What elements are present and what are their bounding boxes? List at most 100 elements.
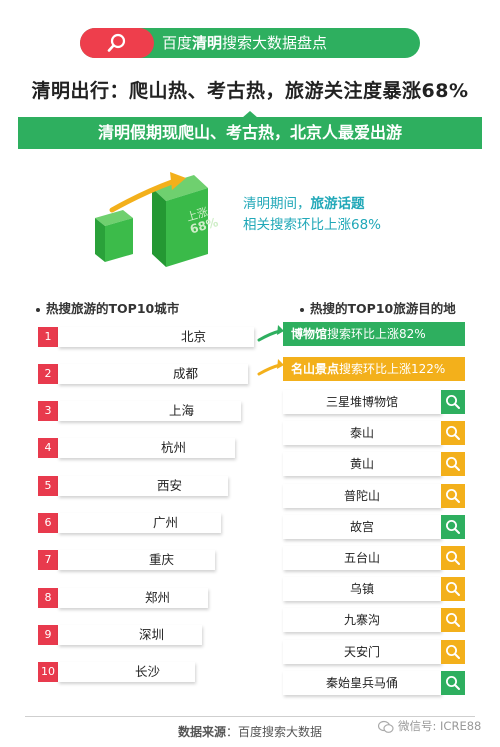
wechat-watermark: 微信号: ICRE88 <box>378 716 481 736</box>
destination-search-button[interactable] <box>441 390 465 414</box>
wechat-icon <box>378 720 394 733</box>
search-icon <box>446 489 460 503</box>
destination-row: 黄山 <box>283 452 465 476</box>
destination-box <box>283 515 441 539</box>
destination-box <box>283 608 441 632</box>
destination-search-button[interactable] <box>441 640 465 664</box>
destination-name: 五台山 <box>343 551 380 565</box>
destination-name: 黄山 <box>349 457 374 471</box>
category-growth: 搜索环比上涨122% <box>339 362 446 376</box>
destination-search-button[interactable] <box>441 671 465 695</box>
search-icon <box>446 457 460 471</box>
destination-search-button[interactable] <box>441 452 465 476</box>
data-source: 数据来源：百度搜索大数据 <box>0 723 500 740</box>
wechat-id: 微信号: ICRE88 <box>398 719 482 733</box>
destination-row: 秦始皇兵马俑 <box>283 671 465 695</box>
illustration-caption: 清明期间，旅游话题 相关搜索环比上涨68% <box>243 194 381 236</box>
destination-name: 天安门 <box>343 645 380 659</box>
top-cities-title-text: 热搜旅游的TOP10城市 <box>46 301 180 316</box>
category-growth: 搜索环比上涨82% <box>327 327 426 341</box>
city-row: 9 深圳 <box>38 625 218 645</box>
destination-name: 秦始皇兵马俑 <box>325 676 398 690</box>
destination-box <box>283 484 441 508</box>
destination-box <box>283 640 441 664</box>
rank-bar <box>58 625 202 645</box>
rank-bar <box>58 327 254 347</box>
bullet-dot <box>300 307 304 312</box>
search-icon <box>446 645 460 659</box>
destination-name: 三星堆博物馆 <box>325 395 398 409</box>
city-row: 4 杭州 <box>38 438 235 458</box>
destination-box <box>283 390 441 414</box>
search-badge <box>80 28 154 58</box>
band-notch <box>242 111 258 118</box>
destination-search-button[interactable] <box>441 484 465 508</box>
destination-row: 五台山 <box>283 546 465 570</box>
city-name: 重庆 <box>149 552 175 567</box>
rank-badge: 1 <box>38 327 58 347</box>
search-icon <box>446 426 460 440</box>
category-museum: 博物馆搜索环比上涨82% <box>283 322 465 346</box>
search-icon <box>446 676 460 690</box>
destination-search-button[interactable] <box>441 515 465 539</box>
city-name: 杭州 <box>161 440 187 455</box>
category-name: 名山景点 <box>291 362 340 376</box>
bullet-dot <box>36 307 40 312</box>
top-banner-title: 百度清明搜索大数据盘点 <box>162 28 327 58</box>
rank-bar <box>58 550 215 570</box>
search-icon <box>446 613 460 627</box>
destination-search-button[interactable] <box>441 546 465 570</box>
banner-bold: 清明 <box>192 34 223 52</box>
banner-prefix: 百度 <box>162 34 193 52</box>
rank-bar <box>58 364 248 384</box>
destination-box <box>283 577 441 601</box>
destination-row: 泰山 <box>283 421 465 445</box>
city-row: 7 重庆 <box>38 550 218 570</box>
destination-name: 普陀山 <box>343 489 380 503</box>
destination-box <box>283 452 441 476</box>
caption-line-2: 相关搜索环比上涨68% <box>243 217 382 233</box>
caption-prefix: 清明期间， <box>243 196 311 212</box>
banner-suffix: 搜索大数据盘点 <box>222 34 328 52</box>
headline: 清明出行：爬山热、考古热，旅游关注度暴涨68% <box>31 80 469 102</box>
rank-bar <box>58 438 235 458</box>
rank-badge: 7 <box>38 550 58 570</box>
source-value: ：百度搜索大数据 <box>226 725 323 739</box>
rank-bar <box>58 662 195 682</box>
destination-search-button[interactable] <box>441 421 465 445</box>
subtitle-text: 清明假期现爬山、考古热，北京人最爱出游 <box>97 123 402 142</box>
city-name: 北京 <box>181 329 207 344</box>
destination-search-button[interactable] <box>441 608 465 632</box>
destination-row: 乌镇 <box>283 577 465 601</box>
caption-line-1: 清明期间，旅游话题 <box>243 194 381 215</box>
category-mountain: 名山景点搜索环比上涨122% <box>283 357 465 381</box>
city-name: 广州 <box>153 515 179 530</box>
destination-row: 普陀山 <box>283 484 465 508</box>
growth-cubes-illustration <box>95 172 208 267</box>
destination-name: 故宫 <box>349 520 374 534</box>
city-row: 1 北京 <box>38 327 254 347</box>
city-name: 成都 <box>173 366 199 381</box>
city-name: 长沙 <box>135 664 161 679</box>
rank-bar <box>58 588 208 608</box>
city-name: 郑州 <box>145 590 171 605</box>
destination-row: 三星堆博物馆 <box>283 390 465 414</box>
city-name: 深圳 <box>139 627 165 642</box>
rank-bar <box>58 476 228 496</box>
rank-bar <box>58 513 221 533</box>
rank-badge: 8 <box>38 588 58 608</box>
destination-row: 九寨沟 <box>283 608 465 632</box>
destination-name: 乌镇 <box>349 582 374 596</box>
city-row: 5 西安 <box>38 476 228 496</box>
destination-box <box>283 421 441 445</box>
rank-badge: 6 <box>38 513 58 533</box>
city-row: 8 郑州 <box>38 588 218 608</box>
footer-divider <box>25 716 475 717</box>
trend-arrows <box>257 325 284 376</box>
destination-search-button[interactable] <box>441 577 465 601</box>
destination-box <box>283 546 441 570</box>
search-icon <box>107 33 126 52</box>
destination-name: 九寨沟 <box>343 613 380 627</box>
caption-bold: 旅游话题 <box>310 196 365 212</box>
search-icon <box>446 520 460 534</box>
